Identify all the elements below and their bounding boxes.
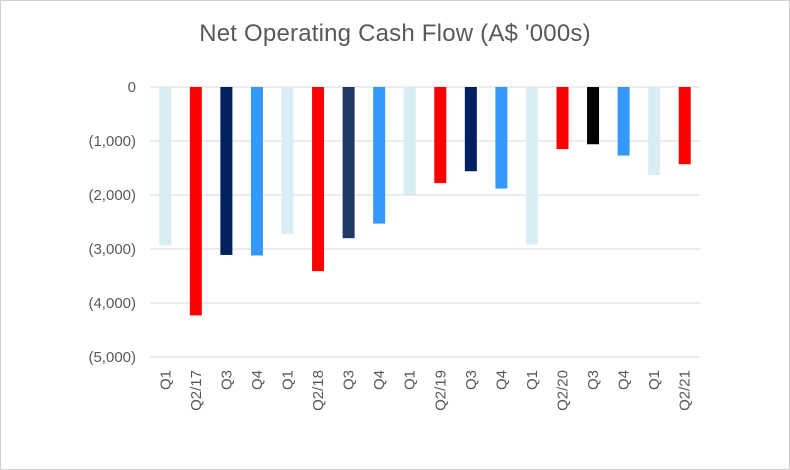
y-tick-label: 0 (128, 79, 136, 96)
bar (495, 87, 508, 189)
bar (648, 87, 661, 176)
y-tick-label: (3,000) (88, 241, 136, 258)
y-tick-label: (5,000) (88, 349, 136, 366)
x-tick-label: Q3 (585, 370, 602, 390)
bar (250, 87, 263, 256)
bar (617, 87, 630, 156)
x-tick-label: Q3 (463, 370, 480, 390)
bars (159, 87, 691, 316)
x-tick-label: Q4 (371, 370, 388, 390)
x-tick-label: Q1 (280, 370, 297, 390)
bar (373, 87, 386, 224)
x-axis-labels: Q1 Q2/17 Q3 Q4 Q1 Q2/18 Q3 Q4 Q1 Q2/19 Q3 Q4 Q1 Q2/20… (157, 370, 693, 411)
y-axis-labels: 0 (1,000) (2,000) (3,000) (4,000) (5,000) (88, 79, 136, 366)
bar (403, 87, 416, 195)
x-tick-label: Q2/18 (310, 370, 327, 411)
bar (312, 87, 325, 272)
bar (159, 87, 172, 246)
bar (434, 87, 447, 184)
x-tick-label: Q3 (218, 370, 235, 390)
bar (464, 87, 477, 172)
bar (342, 87, 355, 239)
x-tick-label: Q4 (493, 370, 510, 390)
gridlines (150, 86, 700, 358)
x-tick-label: Q1 (646, 370, 663, 390)
bar (587, 87, 600, 145)
x-tick-label: Q1 (157, 370, 174, 390)
y-tick-label: (1,000) (88, 133, 136, 150)
y-tick-label: (4,000) (88, 295, 136, 312)
x-tick-label: Q2/19 (432, 370, 449, 411)
x-tick-label: Q3 (341, 370, 358, 390)
x-tick-label: Q2/21 (677, 370, 694, 411)
x-tick-label: Q4 (616, 370, 633, 390)
bar (525, 87, 538, 245)
chart-title: Net Operating Cash Flow (A$ '000s) (199, 20, 591, 47)
x-tick-label: Q1 (524, 370, 541, 390)
x-tick-label: Q1 (402, 370, 419, 390)
bar (678, 87, 691, 165)
bar (220, 87, 233, 255)
bar (281, 87, 294, 234)
y-tick-label: (2,000) (88, 187, 136, 204)
x-tick-label: Q2/20 (555, 370, 572, 411)
x-tick-label: Q2/17 (188, 370, 205, 411)
bar (189, 87, 202, 316)
bar (556, 87, 569, 150)
x-tick-label: Q4 (249, 370, 266, 390)
